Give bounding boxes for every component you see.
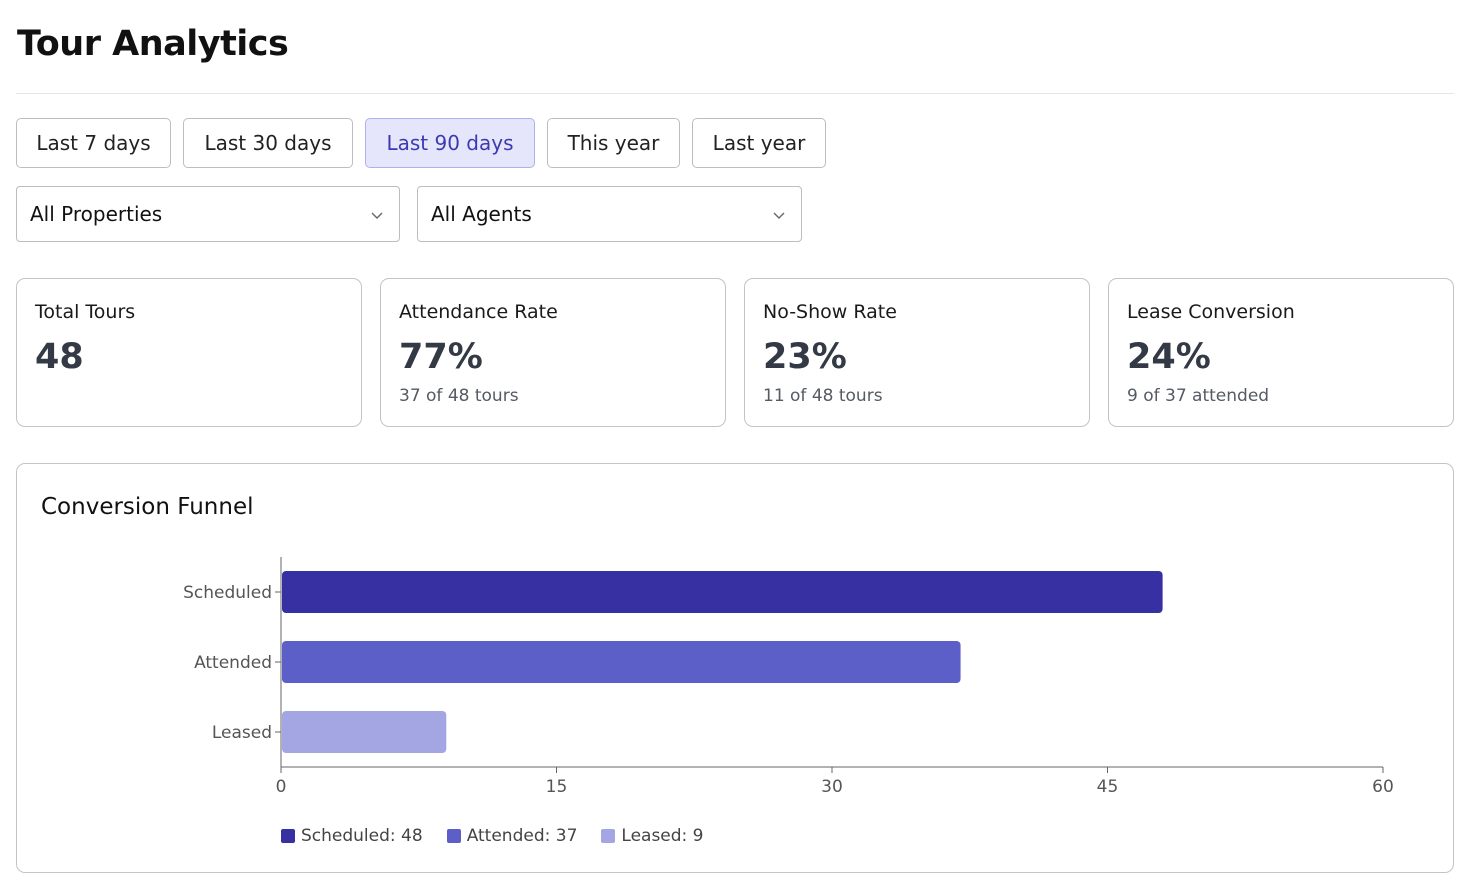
property-select-value: All Properties <box>30 202 163 226</box>
header-divider <box>16 93 1454 94</box>
legend-label: Attended: 37 <box>466 826 578 846</box>
legend-item: Attended: 37 <box>446 826 578 846</box>
agent-select-value: All Agents <box>431 202 532 226</box>
funnel-bar-scheduled <box>282 571 1163 613</box>
legend-item: Scheduled: 48 <box>281 826 423 846</box>
legend-swatch <box>601 829 616 843</box>
x-tick-label: 60 <box>1372 777 1394 797</box>
x-tick-label: 15 <box>546 777 568 797</box>
stat-subtext: 11 of 48 tours <box>763 386 883 406</box>
funnel-chart: Scheduled Attended Leased 0 15 30 45 60 <box>183 557 1394 797</box>
chevron-down-icon <box>773 212 785 219</box>
stat-value: 48 <box>35 337 84 377</box>
conversion-funnel-panel: Conversion Funnel Scheduled Attended Lease… <box>16 463 1454 873</box>
chevron-down-icon <box>371 212 383 219</box>
range-last-7-days[interactable]: Last 7 days <box>16 118 171 168</box>
stat-card-total-tours: Total Tours 48 <box>16 278 362 427</box>
y-tick-label: Scheduled <box>183 583 272 603</box>
range-this-year[interactable]: This year <box>547 118 680 168</box>
x-tick-label: 45 <box>1097 777 1119 797</box>
stat-subtext: 9 of 37 attended <box>1127 386 1270 406</box>
y-tick-label: Attended <box>194 653 272 673</box>
stat-value: 77% <box>399 337 483 377</box>
chart-legend: Scheduled: 48 Attended: 37 Leased: 9 <box>281 826 728 846</box>
stat-value: 24% <box>1127 337 1211 377</box>
range-last-30-days[interactable]: Last 30 days <box>183 118 353 168</box>
range-last-90-days[interactable]: Last 90 days <box>365 118 535 168</box>
stat-card-lease-conversion: Lease Conversion 24% 9 of 37 attended <box>1108 278 1454 427</box>
legend-item: Leased: 9 <box>601 826 704 846</box>
legend-swatch <box>281 829 295 843</box>
agent-select[interactable]: All Agents <box>417 186 802 242</box>
stat-label: No-Show Rate <box>763 301 897 323</box>
stat-label: Attendance Rate <box>399 301 558 323</box>
legend-swatch <box>446 829 461 843</box>
stat-label: Total Tours <box>35 301 136 323</box>
stat-subtext: 37 of 48 tours <box>399 386 519 406</box>
x-tick-label: 0 <box>276 777 287 797</box>
legend-label: Leased: 9 <box>621 826 704 846</box>
stat-label: Lease Conversion <box>1127 301 1295 323</box>
page-title: Tour Analytics <box>17 24 289 64</box>
legend-label: Scheduled: 48 <box>301 826 423 846</box>
y-tick-label: Leased <box>212 723 272 743</box>
stat-value: 23% <box>763 337 847 377</box>
x-tick-label: 30 <box>821 777 843 797</box>
stat-card-attendance-rate: Attendance Rate 77% 37 of 48 tours <box>380 278 726 427</box>
stat-card-no-show-rate: No-Show Rate 23% 11 of 48 tours <box>744 278 1090 427</box>
funnel-bar-attended <box>282 641 961 683</box>
property-select[interactable]: All Properties <box>16 186 400 242</box>
funnel-title: Conversion Funnel <box>41 494 254 520</box>
funnel-bar-leased <box>282 711 447 753</box>
range-last-year[interactable]: Last year <box>692 118 826 168</box>
